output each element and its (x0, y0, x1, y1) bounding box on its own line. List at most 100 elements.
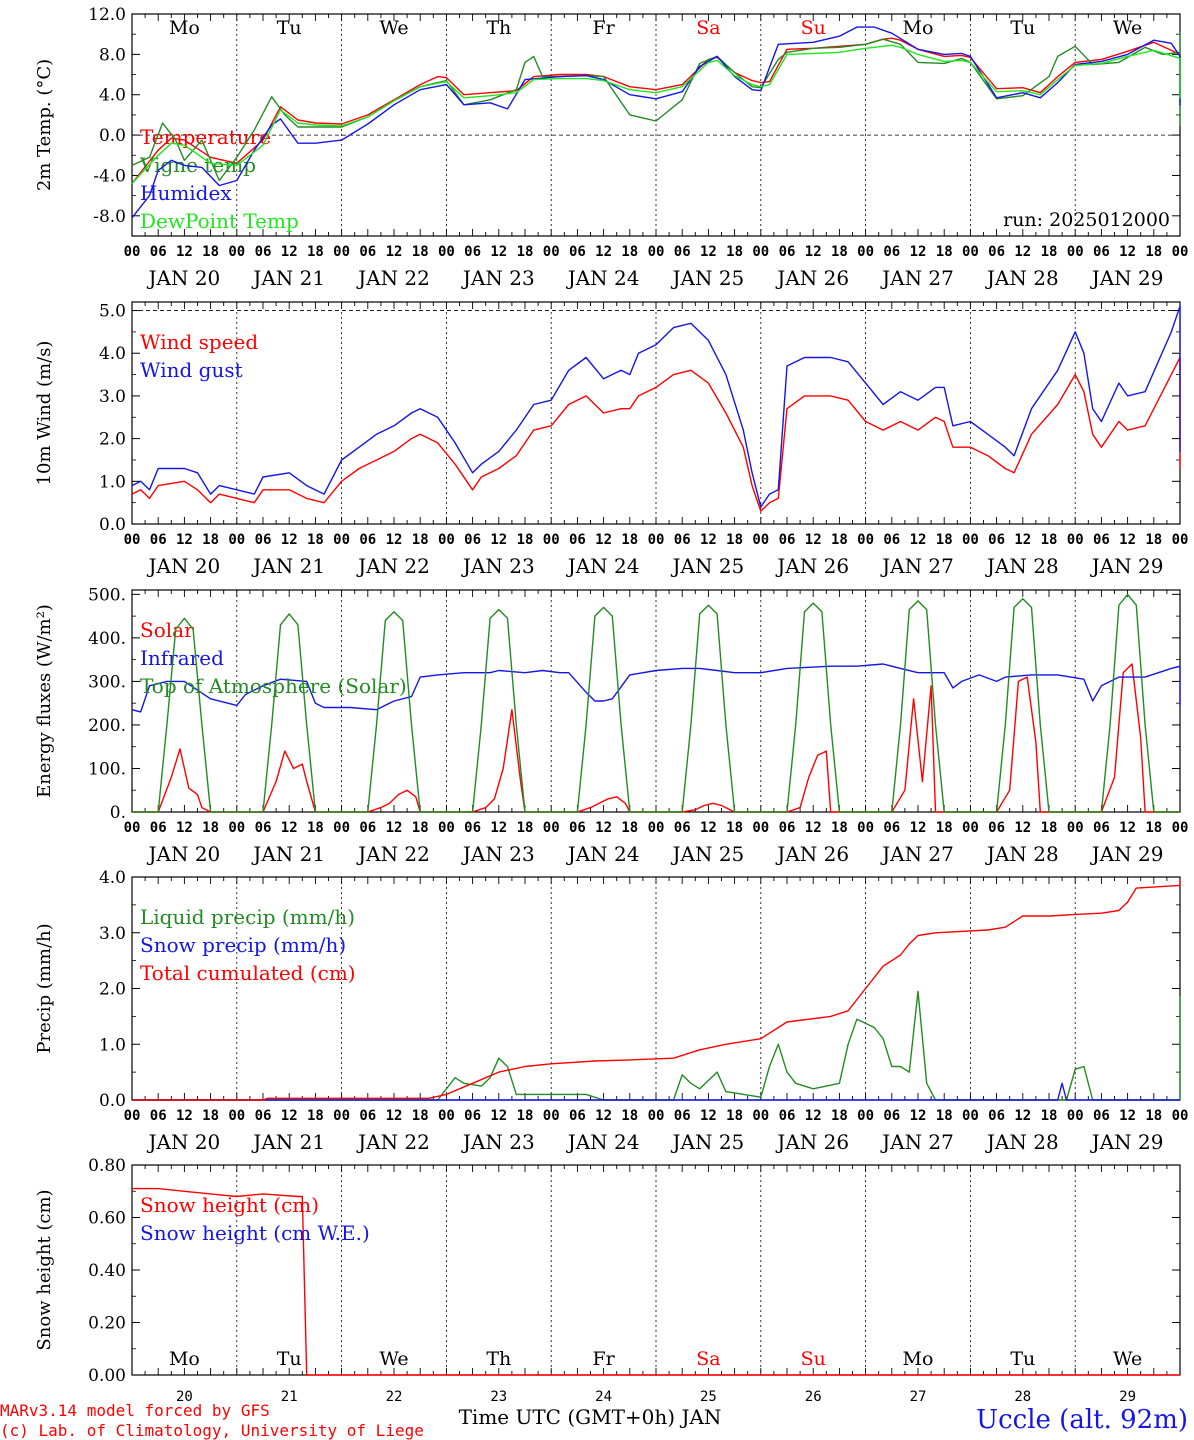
panel-2: 0.0 1.0 2.0 3.0 4.0 5.0 10m Wind (m/s) Wind spe… (34, 301, 1188, 578)
x-hour-label: 00 (648, 532, 665, 548)
x-hour-label: 00 (752, 820, 769, 836)
weekday-label: Sa (696, 17, 720, 39)
y-tick-label: 0.20 (88, 1314, 126, 1334)
x-date-label: JAN 22 (356, 554, 430, 578)
x-hour-label: 00 (438, 244, 455, 260)
x-hour-label: 00 (438, 532, 455, 548)
x-hour-label: 06 (359, 820, 376, 836)
y-tick-label: -4.0 (93, 166, 126, 186)
x-hour-label: 12 (910, 820, 927, 836)
x-hour-label: 18 (726, 1108, 743, 1124)
x-hour-label: 18 (412, 820, 429, 836)
weekday-label: Fr (592, 17, 615, 39)
panel-5: 0.00 0.20 0.40 0.60 0.80 Snow height (cm) Snow… (34, 1156, 1181, 1405)
y-axis-title: 2m Temp. (°C) (34, 59, 55, 191)
weekday-label: Tu (277, 1348, 302, 1370)
credit-line-2: (c) Lab. of Climatology, University of L… (0, 1421, 424, 1440)
x-date-label: JAN 29 (1090, 554, 1164, 578)
x-hour-label: 00 (124, 1108, 141, 1124)
x-day-number: 29 (1119, 1389, 1136, 1405)
x-hour-label: 12 (176, 244, 193, 260)
x-hour-label: 18 (1041, 532, 1058, 548)
y-tick-label: 200. (88, 716, 126, 736)
weekday-label: Mo (169, 17, 200, 39)
x-hour-label: 12 (805, 244, 822, 260)
x-hour-label: 06 (150, 532, 167, 548)
weekday-label: Su (801, 1348, 826, 1370)
x-date-label: JAN 27 (880, 554, 954, 578)
y-tick-label: 0.0 (99, 515, 126, 535)
x-hour-label: 06 (464, 244, 481, 260)
x-hour-label: 12 (176, 532, 193, 548)
x-hour-label: 18 (726, 820, 743, 836)
x-hour-label: 12 (281, 1108, 298, 1124)
series-line-blue (132, 1082, 1180, 1101)
x-hour-label: 06 (1093, 244, 1110, 260)
x-hour-label: 00 (962, 532, 979, 548)
x-hour-label: 00 (752, 244, 769, 260)
x-hour-label: 12 (1014, 1108, 1031, 1124)
x-hour-label: 12 (281, 820, 298, 836)
x-day-number: 23 (490, 1389, 507, 1405)
x-hour-label: 00 (1067, 820, 1084, 836)
x-hour-label: 12 (386, 532, 403, 548)
y-tick-label: 400. (88, 629, 126, 649)
series-line-red (131, 37, 1181, 184)
x-hour-label: 06 (674, 532, 691, 548)
x-hour-label: 00 (1172, 820, 1189, 836)
y-tick-label: -8.0 (93, 207, 126, 227)
x-hour-label: 18 (831, 244, 848, 260)
x-day-number: 28 (1014, 1389, 1031, 1405)
x-date-label: JAN 24 (566, 554, 640, 578)
x-day-number: 27 (910, 1389, 927, 1405)
legend-entry: DewPoint Temp (140, 209, 299, 233)
y-tick-label: 3.0 (99, 924, 126, 944)
x-date-label: JAN 23 (461, 1130, 535, 1154)
weekday-label: We (379, 1348, 408, 1370)
x-hour-label: 00 (124, 532, 141, 548)
panel-3: 0. 100. 200. 300. 400. 500. Energy fluxes (W/m… (34, 585, 1188, 866)
x-hour-label: 00 (1172, 244, 1189, 260)
x-hour-label: 18 (412, 1108, 429, 1124)
x-hour-label: 12 (386, 244, 403, 260)
x-hour-label: 18 (621, 1108, 638, 1124)
legend-entry: Liquid precip (mm/h) (140, 905, 355, 929)
x-date-label: JAN 26 (775, 1130, 849, 1154)
weekday-label: We (1113, 17, 1142, 39)
x-hour-label: 06 (779, 820, 796, 836)
y-tick-label: 300. (88, 672, 126, 692)
x-hour-label: 06 (255, 1108, 272, 1124)
weekday-label: Mo (903, 1348, 934, 1370)
x-hour-label: 18 (517, 1108, 534, 1124)
x-hour-label: 18 (726, 532, 743, 548)
weekday-label: Fr (592, 1348, 615, 1370)
x-hour-label: 18 (412, 244, 429, 260)
y-tick-label: 1.0 (99, 472, 126, 492)
x-hour-label: 06 (988, 820, 1005, 836)
x-hour-label: 00 (1067, 244, 1084, 260)
y-tick-label: 4.0 (99, 868, 126, 888)
x-hour-label: 06 (883, 244, 900, 260)
x-hour-label: 18 (517, 820, 534, 836)
x-date-label: JAN 24 (566, 266, 640, 290)
x-hour-label: 00 (857, 1108, 874, 1124)
weekday-label: We (1113, 1348, 1142, 1370)
y-tick-label: 3.0 (99, 387, 126, 407)
y-tick-label: 2.0 (99, 980, 126, 1000)
x-day-number: 21 (281, 1389, 298, 1405)
weekday-label: Tu (277, 17, 302, 39)
x-hour-label: 12 (386, 1108, 403, 1124)
x-date-label: JAN 25 (671, 554, 745, 578)
y-tick-label: 500. (88, 585, 126, 605)
x-hour-label: 12 (910, 1108, 927, 1124)
x-hour-label: 12 (700, 1108, 717, 1124)
x-hour-label: 12 (386, 820, 403, 836)
x-hour-label: 06 (255, 244, 272, 260)
x-hour-label: 12 (700, 820, 717, 836)
x-hour-label: 00 (857, 820, 874, 836)
x-hour-label: 00 (333, 532, 350, 548)
x-date-label: JAN 22 (356, 266, 430, 290)
x-hour-label: 00 (228, 1108, 245, 1124)
station-label: Uccle (alt. 92m) (976, 1405, 1188, 1435)
